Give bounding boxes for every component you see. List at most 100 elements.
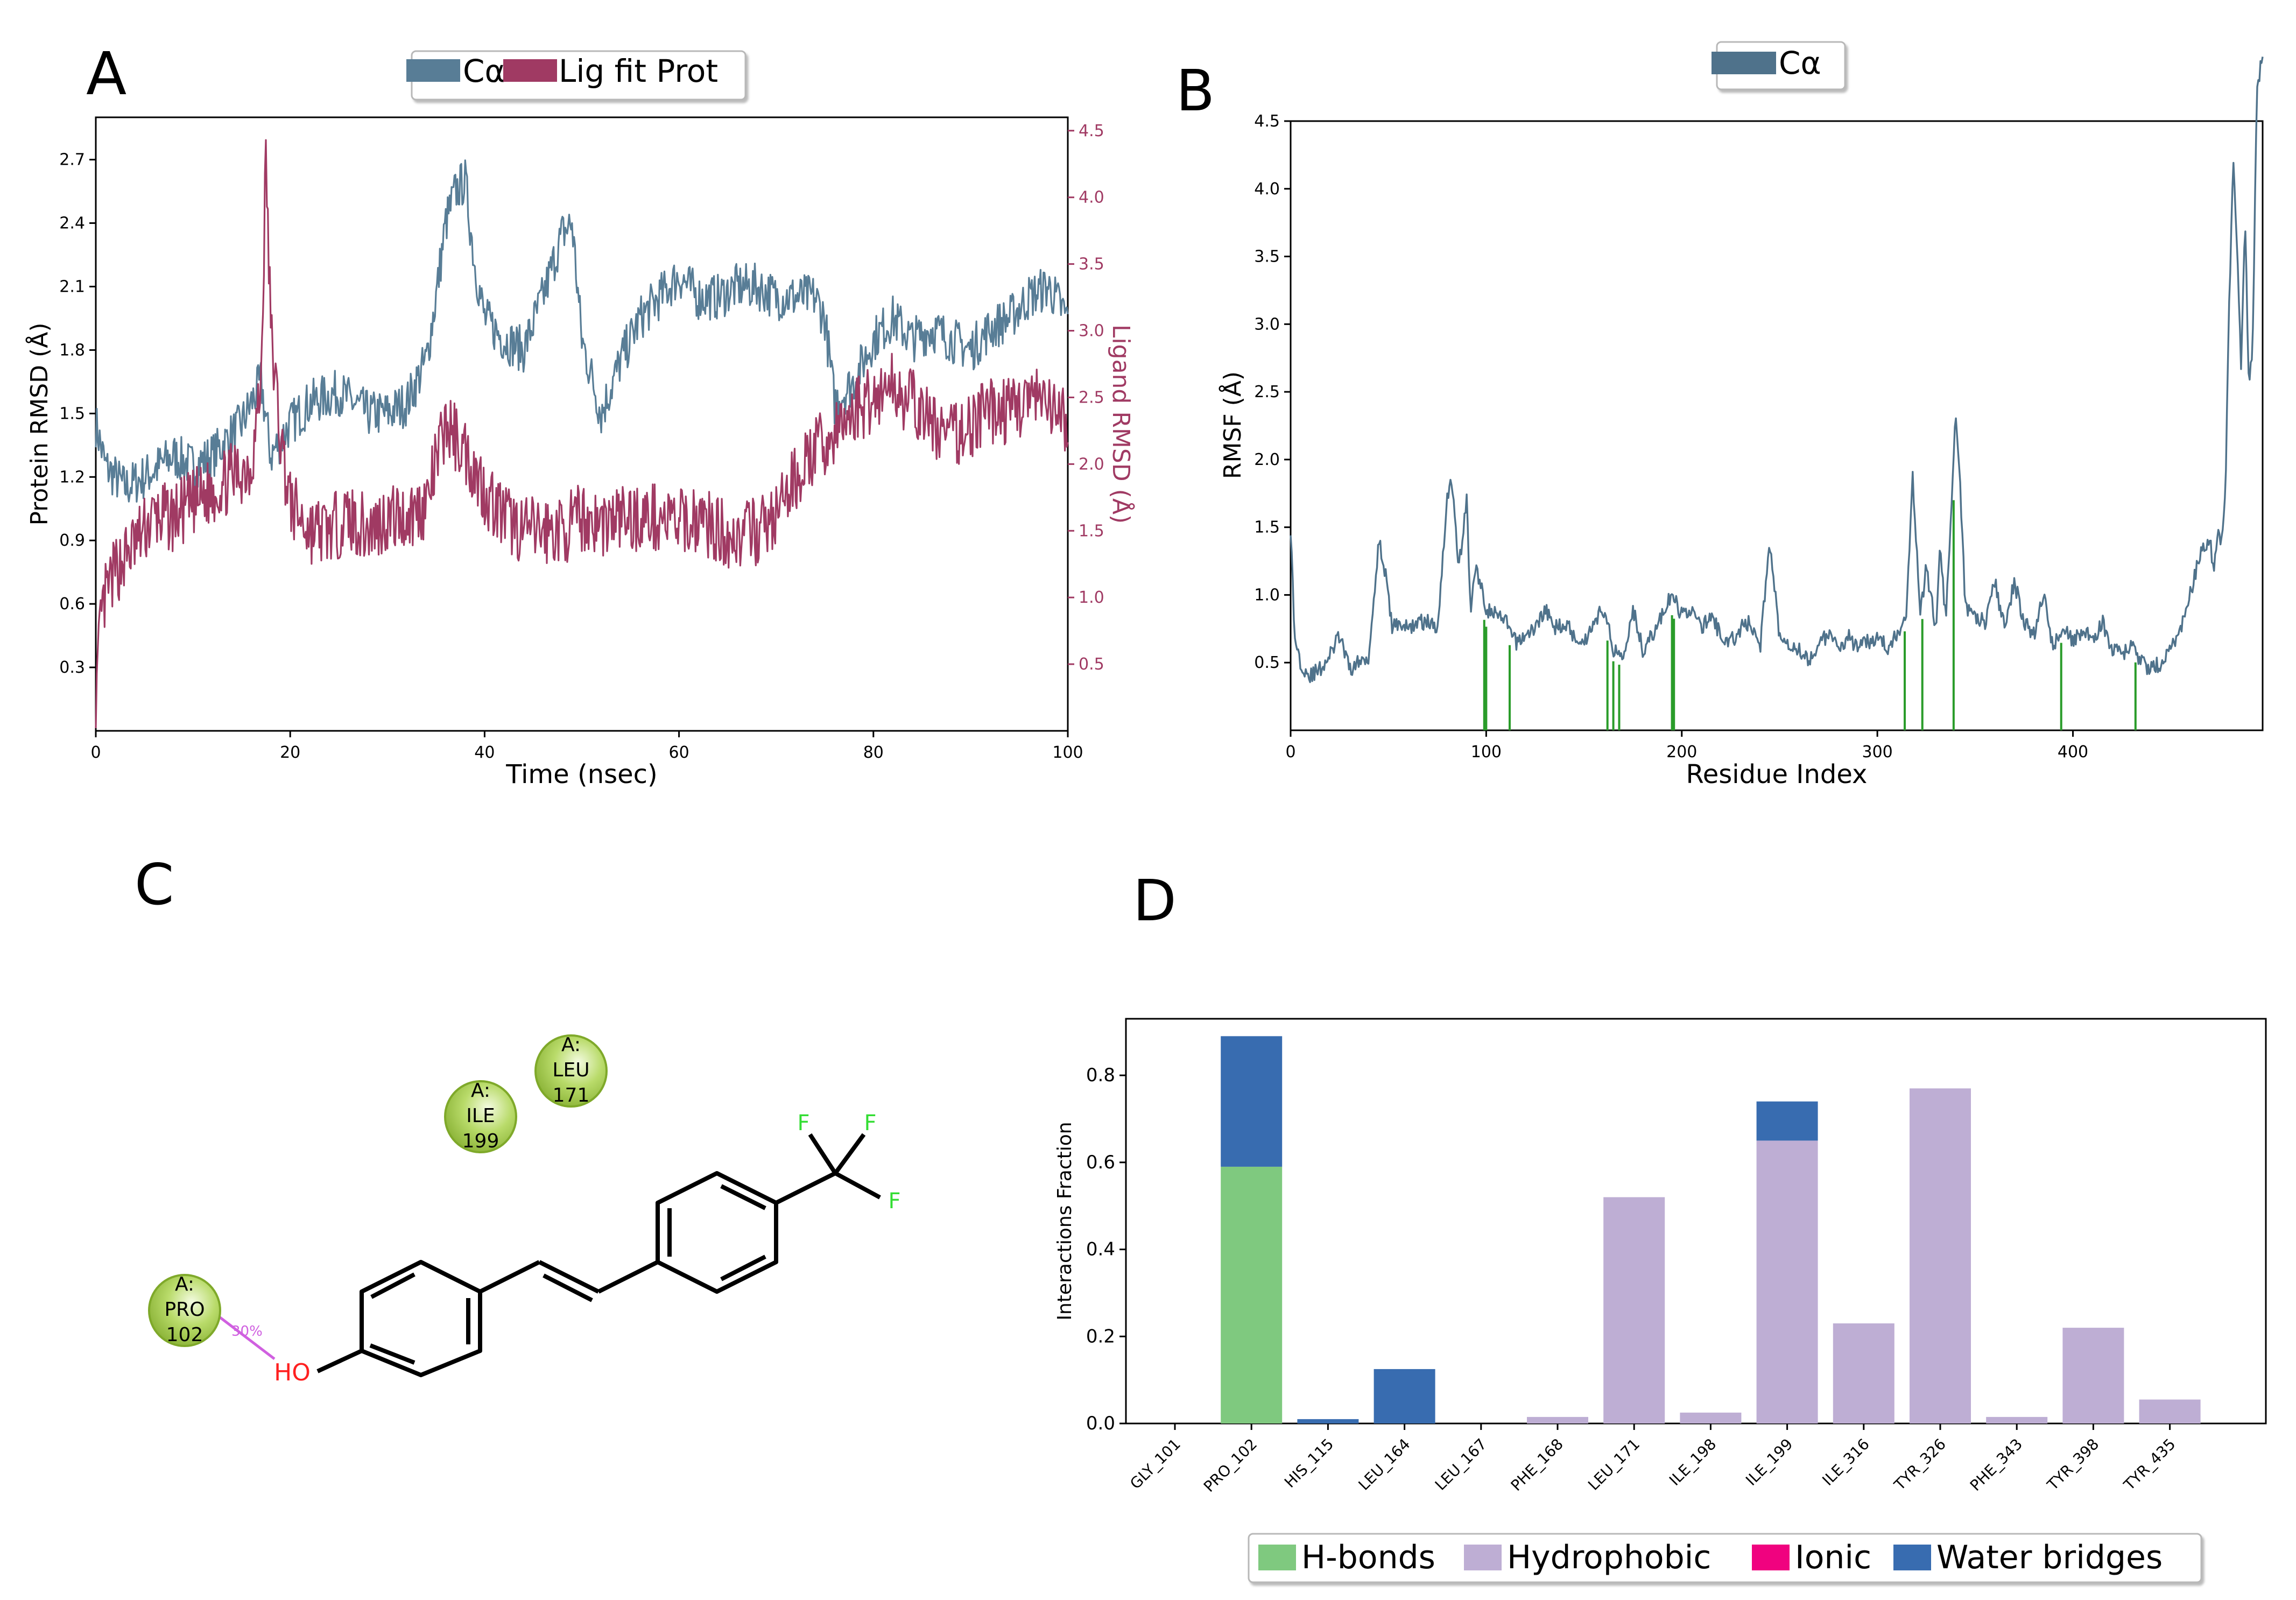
y-left-tick-label: 1.5 [59, 404, 85, 423]
panel-b-letter: B [1176, 58, 1215, 124]
series-line-calpha [95, 159, 1069, 503]
panel-a-legend: Cα Lig fit Prot [406, 50, 746, 101]
x-tick-label: PRO_102 [1200, 1435, 1260, 1496]
aryl-inner-bond [720, 1254, 766, 1281]
x-tick-label: LEU_167 [1432, 1435, 1490, 1494]
x-tick-label: GLY_101 [1126, 1435, 1184, 1493]
y-right-tick-label: 3.5 [1079, 255, 1104, 274]
vinyl-double-bond [538, 1260, 600, 1294]
legend-label-ligand: Lig fit Prot [559, 53, 718, 89]
x-tick-label: 100 [1052, 743, 1083, 762]
x-tick-label: PHE_168 [1508, 1435, 1567, 1495]
aryl-inner-bond [720, 1184, 766, 1210]
panel-b-legend: Cα [1712, 41, 1846, 90]
y-tick-label: 4.5 [1254, 112, 1280, 131]
x-tick-label: ILE_199 [1742, 1435, 1796, 1489]
x-tick-label: 400 [2058, 743, 2088, 762]
y-tick-label: 3.0 [1254, 315, 1280, 334]
x-tick-label: 300 [1862, 743, 1893, 762]
residue-name: PRO [164, 1299, 205, 1321]
y-tick-label: 4.0 [1254, 180, 1280, 199]
bar-water-bridges [1297, 1419, 1359, 1423]
panel-d: D 0.0 0.2 0.4 0.6 0.8 GLY_101 PRO_102 HIS_115 LE… [1054, 868, 2267, 1583]
x-tick-label: 20 [280, 743, 300, 762]
panel-a-xlabel: Time (nsec) [505, 759, 658, 790]
bar-hydrophobic [2139, 1399, 2201, 1423]
y-left-tick-label: 0.3 [59, 658, 85, 677]
residue-chain: A: [561, 1034, 581, 1056]
y-left-tick-label: 2.7 [59, 151, 85, 170]
panel-a: A Cα Lig fit Prot 0 20 40 60 80 100 0.3 0.6 0.9 1… [25, 39, 1136, 790]
x-tick-label: ILE_198 [1666, 1435, 1720, 1489]
panel-c: C 30% A: ILE 199 A: LEU 171 A: PR [135, 852, 901, 1386]
bar-hydrophobic [2062, 1328, 2124, 1423]
bar-hydrophobic [1986, 1416, 2048, 1423]
bar-water-bridges [1221, 1036, 1283, 1167]
vinyl-double-bond-inner [543, 1273, 593, 1302]
panel-d-letter: D [1133, 868, 1177, 934]
y-left-tick-label: 1.2 [59, 468, 85, 487]
residue-number: 102 [166, 1324, 203, 1346]
legend-label-hydrophobic: Hydrophobic [1507, 1539, 1711, 1576]
y-left-tick-label: 0.9 [59, 531, 85, 550]
cf3-bond [775, 1171, 836, 1205]
bar-hydrophobic [1680, 1412, 1742, 1423]
aryl-ring [656, 1171, 778, 1294]
x-tick-label: 80 [863, 743, 884, 762]
y-right-tick-label: 3.0 [1079, 322, 1104, 341]
residue-chain: A: [471, 1080, 490, 1102]
residue-bubble [444, 1080, 517, 1153]
panel-b-ylabel: RMSF (Å) [1218, 371, 1246, 479]
y-left-tick-label: 0.6 [59, 595, 85, 614]
cf-bond [808, 1133, 837, 1175]
phenol-inner-bond [370, 1272, 415, 1299]
legend-swatch-calpha [1712, 52, 1776, 74]
x-tick-label: HIS_115 [1281, 1435, 1337, 1491]
y-right-tick-label: 1.5 [1079, 521, 1104, 540]
y-tick-label: 0.4 [1086, 1239, 1115, 1260]
y-tick-label: 0.8 [1086, 1065, 1115, 1086]
x-tick-label: 100 [1471, 743, 1502, 762]
vinyl-bond [479, 1260, 540, 1294]
ligand-structure [316, 1133, 881, 1377]
residue-bubble [148, 1274, 221, 1347]
legend-swatch-hbonds [1258, 1545, 1296, 1570]
hbond-percentage: 30% [231, 1323, 263, 1340]
bar-water-bridges [1374, 1369, 1435, 1423]
y-right-tick-label: 1.0 [1079, 588, 1104, 607]
y-tick-label: 1.0 [1254, 586, 1280, 604]
vinyl-bond [597, 1260, 659, 1294]
fluorine-label: F [864, 1111, 876, 1136]
fluorine-label: F [888, 1189, 900, 1214]
y-left-tick-label: 2.4 [59, 214, 85, 233]
y-tick-label: 3.5 [1254, 248, 1280, 266]
bar-h-bonds [1221, 1166, 1283, 1423]
y-right-tick-label: 4.5 [1079, 122, 1104, 140]
series-line-calpha [1290, 57, 2264, 683]
y-tick-label: 0.6 [1086, 1152, 1115, 1173]
hydroxyl-label: HO [274, 1359, 311, 1386]
legend-swatch-ligand [503, 59, 557, 82]
panel-b-axes: 0 100 200 300 400 0.5 1.0 1.5 2.0 2.5 3.0 3.5 4.0 4.5 [1254, 112, 2088, 762]
x-tick-label: TYR_326 [1890, 1435, 1949, 1495]
panel-a-ylabel-left: Protein RMSD (Å) [25, 323, 53, 526]
x-tick-label: 0 [90, 743, 101, 762]
fluorine-label: F [797, 1111, 809, 1136]
panel-a-axes: 0 20 40 60 80 100 0.3 0.6 0.9 1.2 1.5 1.8 2.1 2.4 2.7 0… [59, 122, 1104, 762]
hydroxyl-bond [316, 1349, 363, 1373]
panel-d-ylabel: Interactions Fraction [1054, 1122, 1076, 1320]
y-right-tick-label: 0.5 [1079, 655, 1104, 674]
y-tick-label: 2.5 [1254, 383, 1280, 401]
legend-label-ionic: Ionic [1795, 1539, 1871, 1576]
y-right-tick-label: 2.5 [1079, 388, 1104, 407]
residue-ile-199: A: ILE 199 [444, 1080, 517, 1153]
bar-hydrophobic [1910, 1088, 1971, 1423]
panel-b: B Cα 0 100 200 300 400 0.5 1.0 1.5 2.0 2.5 3.0 3.5 4… [1176, 41, 2264, 790]
residue-name: LEU [552, 1059, 589, 1081]
bar-hydrophobic [1833, 1323, 1894, 1423]
legend-label-water: Water bridges [1936, 1539, 2163, 1576]
x-tick-label: ILE_316 [1819, 1435, 1872, 1489]
panel-a-letter: A [86, 39, 126, 108]
phenol-ring [360, 1260, 482, 1377]
legend-label-calpha: Cα [463, 53, 505, 89]
